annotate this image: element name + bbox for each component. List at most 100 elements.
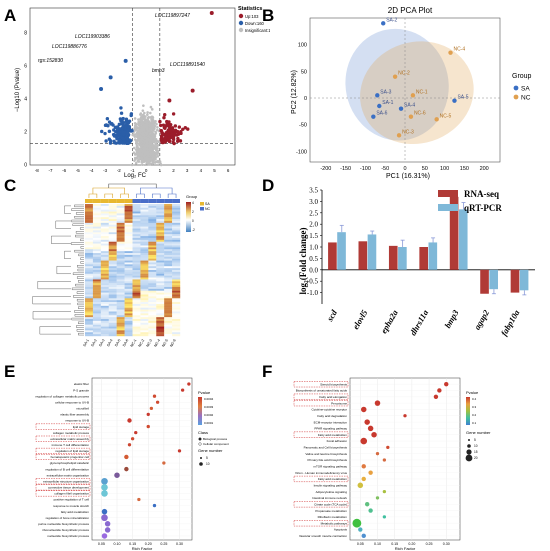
heatmap-cell — [85, 247, 93, 249]
heatmap-cell — [164, 206, 172, 208]
heatmap-cell — [93, 242, 101, 244]
heatmap-cell — [125, 232, 133, 234]
heatmap-cell — [148, 272, 156, 274]
volcano-point-insignificant — [147, 116, 150, 119]
heatmap-cell — [156, 291, 164, 293]
bubble-point — [137, 498, 140, 501]
heatmap-cell — [156, 213, 164, 215]
heatmap-cell — [93, 285, 101, 287]
heatmap-cell — [164, 308, 172, 310]
heatmap-cell — [125, 327, 133, 329]
heatmap-cell — [101, 219, 109, 221]
heatmap-cell — [140, 262, 148, 264]
volcano-point-insignificant — [153, 122, 156, 125]
bubble-scale-tick: 0.3 — [472, 405, 477, 409]
heatmap-cell — [148, 204, 156, 206]
bubble-term-label: regulation of collagen metabolic process — [35, 394, 89, 398]
heatmap-cell — [140, 325, 148, 327]
bar-legend-label: RNA-seq — [464, 189, 499, 199]
heatmap-cell — [156, 242, 164, 244]
heatmap-cell — [172, 261, 180, 263]
volcano-point-up — [164, 134, 167, 137]
pca-point — [409, 114, 413, 118]
bar-y-tick: 1.0 — [309, 244, 318, 252]
volcano-legend-label: Down:160 — [245, 21, 265, 26]
heatmap-cell — [101, 328, 109, 330]
heatmap-cell — [93, 283, 101, 285]
heatmap-cell — [148, 276, 156, 278]
volcano-point-insignificant — [146, 135, 149, 138]
heatmap-cell — [93, 279, 101, 281]
heatmap-dendrogram-left — [74, 250, 84, 252]
bubble-point — [444, 382, 448, 386]
heatmap-cell — [93, 234, 101, 236]
heatmap-cell — [85, 227, 93, 229]
volcano-point-insignificant — [145, 123, 148, 126]
bar-rnaseq — [511, 270, 520, 293]
heatmap-cell — [117, 236, 125, 238]
heatmap-cell — [148, 253, 156, 255]
bubble-count-swatch — [466, 455, 473, 462]
volcano-point-insignificant — [140, 150, 143, 153]
heatmap-cell — [117, 298, 125, 300]
heatmap-dendrogram-left — [73, 224, 84, 226]
heatmap-column-label: NC-5 — [161, 339, 169, 348]
heatmap-cell — [117, 325, 125, 327]
heatmap-cell — [164, 327, 172, 329]
heatmap-cell — [156, 281, 164, 283]
bubble-term-label: Virion - Human immunodeficiency virus — [295, 471, 347, 475]
bubble-point — [131, 437, 134, 440]
heatmap-cell — [85, 255, 93, 257]
heatmap-cell — [140, 278, 148, 280]
heatmap-cell — [117, 306, 125, 308]
heatmap-cell — [93, 257, 101, 259]
heatmap-cell — [133, 272, 141, 274]
bubble-term-label: Focal adhesion — [327, 439, 348, 443]
heatmap-cell — [156, 308, 164, 310]
heatmap-dendrogram-left — [74, 216, 84, 218]
heatmap-cell — [172, 311, 180, 313]
heatmap-cell — [101, 227, 109, 229]
volcano-legend-swatch — [239, 21, 243, 25]
volcano-point-down — [130, 112, 133, 115]
bubble-count-swatch — [466, 449, 471, 454]
pca-point-label: SA-2 — [386, 17, 397, 23]
heatmap-dendrogram-left — [72, 288, 84, 290]
heatmap-cell — [148, 302, 156, 304]
pca-legend-title: Group — [512, 73, 532, 80]
heatmap-cell — [109, 311, 117, 313]
heatmap-legend-label: NC — [205, 207, 211, 211]
volcano-point-up — [172, 142, 175, 145]
heatmap-cell — [109, 245, 117, 247]
pca-point — [448, 50, 452, 54]
heatmap-cell — [93, 308, 101, 310]
heatmap-cell — [172, 262, 180, 264]
heatmap-cell — [148, 300, 156, 302]
heatmap-cell — [133, 268, 141, 270]
bubble-term-label: Biosynthesis of unsaturated fatty acids — [296, 389, 348, 393]
heatmap-dendrogram-left — [78, 322, 84, 324]
heatmap-cell — [109, 304, 117, 306]
heatmap-cell — [93, 244, 101, 246]
bubble-point — [101, 490, 108, 497]
heatmap-cell — [133, 296, 141, 298]
heatmap-cell — [156, 300, 164, 302]
heatmap-cell — [109, 298, 117, 300]
volcano-point-insignificant — [134, 126, 137, 129]
heatmap-cell — [148, 319, 156, 321]
heatmap-cell — [125, 295, 133, 297]
heatmap-cell — [117, 332, 125, 334]
heatmap-cell — [85, 244, 93, 246]
heatmap-cell — [140, 245, 148, 247]
heatmap-cell — [164, 262, 172, 264]
heatmap-dendrogram-left — [64, 206, 71, 214]
heatmap-cell — [140, 253, 148, 255]
heatmap-cell — [85, 210, 93, 212]
heatmap-cell — [156, 208, 164, 210]
heatmap-cell — [101, 244, 109, 246]
heatmap-group-cell — [140, 199, 148, 203]
heatmap-cell — [172, 304, 180, 306]
bubble-term-label: collagen metabolic process — [53, 431, 90, 435]
heatmap-cell — [140, 213, 148, 215]
bubble-point — [102, 509, 108, 514]
